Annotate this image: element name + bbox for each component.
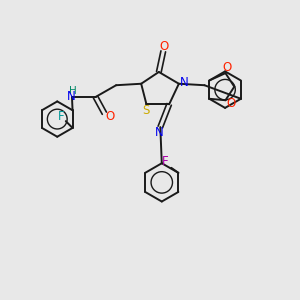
Text: O: O [106,110,115,123]
Text: H: H [69,85,76,95]
Text: N: N [180,76,188,89]
Text: O: O [160,40,169,52]
Text: O: O [226,97,236,110]
Text: N: N [155,126,164,139]
Text: F: F [58,110,64,123]
Text: O: O [222,61,232,74]
Text: F: F [162,155,169,168]
Text: N: N [67,90,76,103]
Text: S: S [142,104,150,117]
